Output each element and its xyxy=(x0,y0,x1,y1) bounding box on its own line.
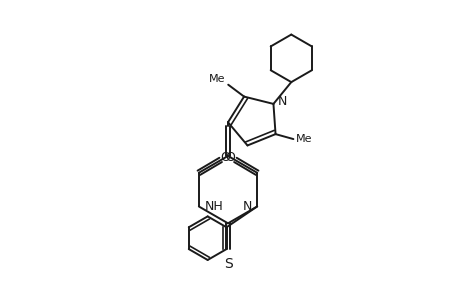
Text: O: O xyxy=(225,152,235,164)
Text: S: S xyxy=(223,257,232,271)
Text: O: O xyxy=(220,152,230,164)
Text: NH: NH xyxy=(204,200,223,213)
Text: Me: Me xyxy=(208,74,225,84)
Text: N: N xyxy=(277,95,286,108)
Text: N: N xyxy=(242,200,252,213)
Text: Me: Me xyxy=(296,134,312,144)
